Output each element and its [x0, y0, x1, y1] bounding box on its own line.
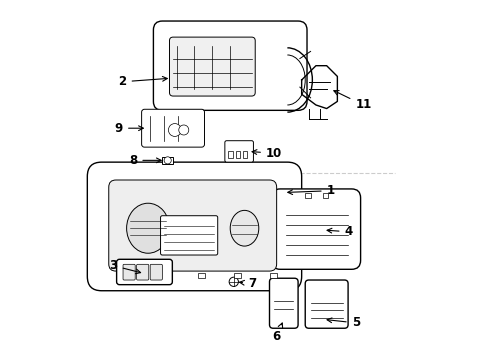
- Polygon shape: [162, 157, 173, 164]
- Ellipse shape: [126, 203, 169, 253]
- Ellipse shape: [230, 210, 258, 246]
- FancyBboxPatch shape: [116, 259, 172, 285]
- FancyBboxPatch shape: [224, 141, 253, 162]
- Text: 1: 1: [287, 184, 334, 197]
- FancyBboxPatch shape: [142, 109, 204, 147]
- Text: 6: 6: [272, 323, 282, 343]
- FancyBboxPatch shape: [305, 280, 347, 328]
- Bar: [228, 151, 232, 158]
- Text: 2: 2: [118, 75, 167, 88]
- Text: 9: 9: [115, 122, 143, 135]
- Bar: [305, 193, 310, 198]
- Circle shape: [179, 125, 188, 135]
- Circle shape: [229, 277, 238, 287]
- FancyBboxPatch shape: [160, 216, 217, 255]
- FancyBboxPatch shape: [108, 180, 276, 271]
- Text: 11: 11: [333, 91, 371, 112]
- Bar: [242, 151, 246, 158]
- FancyBboxPatch shape: [169, 37, 255, 96]
- FancyBboxPatch shape: [123, 264, 135, 280]
- Text: 4: 4: [326, 225, 352, 238]
- FancyBboxPatch shape: [87, 162, 301, 291]
- FancyBboxPatch shape: [136, 264, 148, 280]
- FancyBboxPatch shape: [150, 264, 162, 280]
- Circle shape: [164, 157, 171, 164]
- Bar: [235, 151, 240, 158]
- Text: 7: 7: [239, 277, 256, 290]
- Circle shape: [168, 123, 181, 136]
- FancyBboxPatch shape: [269, 278, 298, 328]
- FancyBboxPatch shape: [271, 189, 360, 269]
- Text: 3: 3: [109, 259, 140, 274]
- Text: 8: 8: [129, 154, 161, 167]
- Bar: [269, 273, 276, 278]
- Text: 5: 5: [326, 316, 359, 329]
- Bar: [233, 273, 241, 278]
- Text: 10: 10: [252, 147, 282, 160]
- Bar: [198, 273, 205, 278]
- FancyBboxPatch shape: [153, 21, 306, 111]
- Bar: [323, 193, 328, 198]
